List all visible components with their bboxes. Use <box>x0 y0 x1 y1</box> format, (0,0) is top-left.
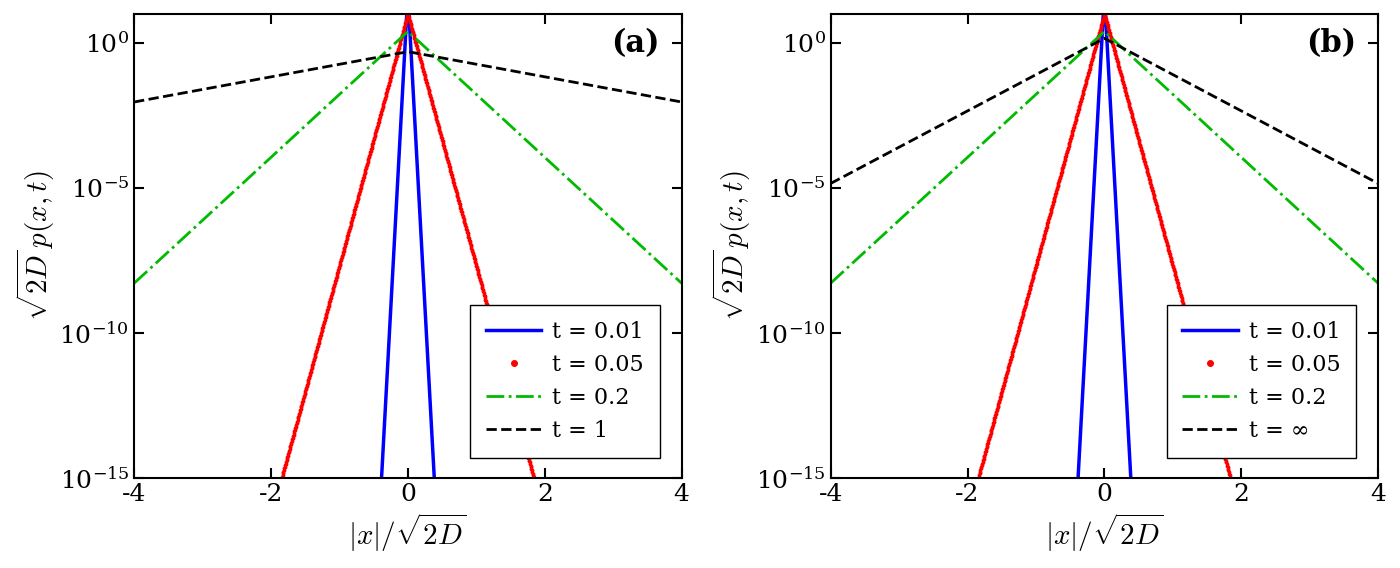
X-axis label: $|x|/\sqrt{2D}$: $|x|/\sqrt{2D}$ <box>349 511 468 554</box>
X-axis label: $|x|/\sqrt{2D}$: $|x|/\sqrt{2D}$ <box>1044 511 1163 554</box>
Legend: t = 0.01, t = 0.05, t = 0.2, t = ∞: t = 0.01, t = 0.05, t = 0.2, t = ∞ <box>1166 305 1357 458</box>
Y-axis label: $\sqrt{2D}\,p(x,t)$: $\sqrt{2D}\,p(x,t)$ <box>14 170 56 321</box>
Legend: t = 0.01, t = 0.05, t = 0.2, t = 1: t = 0.01, t = 0.05, t = 0.2, t = 1 <box>470 305 659 458</box>
Y-axis label: $\sqrt{2D}\,p(x,t)$: $\sqrt{2D}\,p(x,t)$ <box>710 170 753 321</box>
Text: (a): (a) <box>612 28 659 59</box>
Text: (b): (b) <box>1306 28 1357 59</box>
